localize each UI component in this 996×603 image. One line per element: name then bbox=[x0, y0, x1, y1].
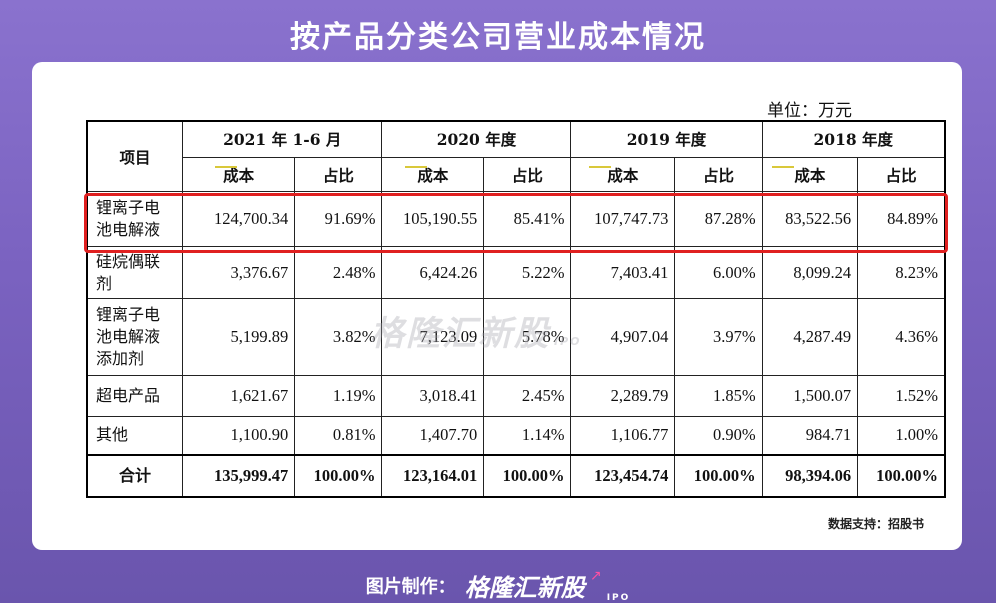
cost-cell: 105,190.55 bbox=[381, 191, 485, 247]
cost-cell: 98,394.06 bbox=[761, 454, 859, 498]
header-underline-mark bbox=[772, 166, 794, 168]
unit-label: 单位：万元 bbox=[767, 101, 852, 121]
header-underline-mark bbox=[215, 166, 237, 168]
table-row: 锂离子电池电解液添加剂 5,199.89 3.82% 7,123.09 5.78… bbox=[86, 298, 946, 377]
cost-cell: 984.71 bbox=[761, 415, 859, 456]
ratio-header: 占比 bbox=[483, 156, 572, 193]
table-row: 硅烷偶联剂 3,376.67 2.48% 6,424.26 5.22% 7,40… bbox=[86, 245, 946, 300]
table-card: 单位：万元 项目 2021 年 1-6 月 2020 年度 2019 年度 20… bbox=[32, 62, 962, 550]
ratio-cell: 100.00% bbox=[674, 454, 763, 498]
row-label: 合计 bbox=[86, 454, 184, 498]
ratio-cell: 4.36% bbox=[857, 298, 946, 377]
ratio-cell: 91.69% bbox=[294, 191, 383, 247]
ratio-cell: 1.14% bbox=[483, 415, 572, 456]
ratio-cell: 100.00% bbox=[483, 454, 572, 498]
cost-cell: 5,199.89 bbox=[182, 298, 296, 377]
ratio-header: 占比 bbox=[294, 156, 383, 193]
ratio-cell: 100.00% bbox=[294, 454, 383, 498]
cost-header: 成本 bbox=[761, 156, 859, 193]
header-underline-mark bbox=[405, 166, 427, 168]
cost-cell: 4,907.04 bbox=[570, 298, 676, 377]
cost-cell: 83,522.56 bbox=[761, 191, 859, 247]
cost-header: 成本 bbox=[182, 156, 296, 193]
header-row-periods: 项目 2021 年 1-6 月 2020 年度 2019 年度 2018 年度 bbox=[86, 120, 946, 193]
cost-cell: 2,289.79 bbox=[570, 375, 676, 417]
ratio-header: 占比 bbox=[857, 156, 946, 193]
ratio-cell: 1.85% bbox=[674, 375, 763, 417]
ratio-cell: 5.78% bbox=[483, 298, 572, 377]
ratio-cell: 0.81% bbox=[294, 415, 383, 456]
brand-logo: 格隆汇新股 bbox=[464, 574, 585, 602]
ratio-header: 占比 bbox=[674, 156, 763, 193]
item-header: 项目 bbox=[86, 120, 184, 193]
cost-cell: 3,376.67 bbox=[182, 245, 296, 300]
page-title: 按产品分类公司营业成本情况 bbox=[290, 20, 706, 55]
row-label: 锂离子电池电解液添加剂 bbox=[86, 298, 184, 377]
cost-header: 成本 bbox=[570, 156, 676, 193]
cost-cell: 6,424.26 bbox=[381, 245, 485, 300]
ratio-cell: 85.41% bbox=[483, 191, 572, 247]
cost-cell: 135,999.47 bbox=[182, 454, 296, 498]
ratio-cell: 84.89% bbox=[857, 191, 946, 247]
period-header: 2021 年 1-6 月 bbox=[182, 120, 383, 158]
cost-cell: 124,700.34 bbox=[182, 191, 296, 247]
row-label: 其他 bbox=[86, 415, 184, 456]
cost-cell: 1,106.77 bbox=[570, 415, 676, 456]
row-label: 硅烷偶联剂 bbox=[86, 245, 184, 300]
ratio-cell: 2.45% bbox=[483, 375, 572, 417]
cost-cell: 107,747.73 bbox=[570, 191, 676, 247]
watermark-text: 格隆汇新股 bbox=[370, 314, 550, 354]
arrow-up-icon: ↗ bbox=[589, 568, 602, 584]
ratio-cell: 3.97% bbox=[674, 298, 763, 377]
cost-cell: 8,099.24 bbox=[761, 245, 859, 300]
ratio-cell: 6.00% bbox=[674, 245, 763, 300]
period-header: 2019 年度 bbox=[570, 120, 763, 158]
cost-cell: 7,123.09 bbox=[381, 298, 485, 377]
total-row: 合计 135,999.47 100.00% 123,164.01 100.00%… bbox=[86, 454, 946, 498]
cost-cell: 1,621.67 bbox=[182, 375, 296, 417]
table-row: 锂离子电池电解液 124,700.34 91.69% 105,190.55 85… bbox=[86, 191, 946, 247]
row-label: 锂离子电池电解液 bbox=[86, 191, 184, 247]
source-note: 数据支持：招股书 bbox=[827, 517, 924, 531]
period-header: 2020 年度 bbox=[381, 120, 572, 158]
cost-cell: 7,403.41 bbox=[570, 245, 676, 300]
cost-cell: 123,164.01 bbox=[381, 454, 485, 498]
cost-cell: 1,100.90 bbox=[182, 415, 296, 456]
cost-table: 项目 2021 年 1-6 月 2020 年度 2019 年度 2018 年度 … bbox=[86, 120, 946, 498]
watermark: 格隆汇新股 IPO bbox=[370, 306, 582, 355]
ratio-cell: 1.00% bbox=[857, 415, 946, 456]
ratio-cell: 3.82% bbox=[294, 298, 383, 377]
table-row: 其他 1,100.90 0.81% 1,407.70 1.14% 1,106.7… bbox=[86, 415, 946, 456]
watermark-tag: IPO bbox=[554, 335, 582, 348]
period-header: 2018 年度 bbox=[761, 120, 946, 158]
brand-tag: IPO bbox=[606, 593, 631, 603]
ratio-cell: 1.52% bbox=[857, 375, 946, 417]
table-row: 超电产品 1,621.67 1.19% 3,018.41 2.45% 2,289… bbox=[86, 375, 946, 417]
ratio-cell: 5.22% bbox=[483, 245, 572, 300]
cost-cell: 4,287.49 bbox=[761, 298, 859, 377]
cost-header: 成本 bbox=[381, 156, 485, 193]
cost-cell: 123,454.74 bbox=[570, 454, 676, 498]
row-label: 超电产品 bbox=[86, 375, 184, 417]
cost-cell: 1,407.70 bbox=[381, 415, 485, 456]
ratio-cell: 8.23% bbox=[857, 245, 946, 300]
ratio-cell: 87.28% bbox=[674, 191, 763, 247]
ratio-cell: 1.19% bbox=[294, 375, 383, 417]
ratio-cell: 100.00% bbox=[857, 454, 946, 498]
cost-cell: 1,500.07 bbox=[761, 375, 859, 417]
footer: 图片制作： 格隆汇新股 ↗ IPO bbox=[0, 568, 996, 603]
footer-label: 图片制作： bbox=[365, 576, 456, 598]
cost-cell: 3,018.41 bbox=[381, 375, 485, 417]
ratio-cell: 2.48% bbox=[294, 245, 383, 300]
ratio-cell: 0.90% bbox=[674, 415, 763, 456]
header-row-metrics: 成本 占比 成本 占比 成本 占比 成本 占比 bbox=[87, 156, 946, 193]
header-underline-mark bbox=[589, 166, 611, 168]
